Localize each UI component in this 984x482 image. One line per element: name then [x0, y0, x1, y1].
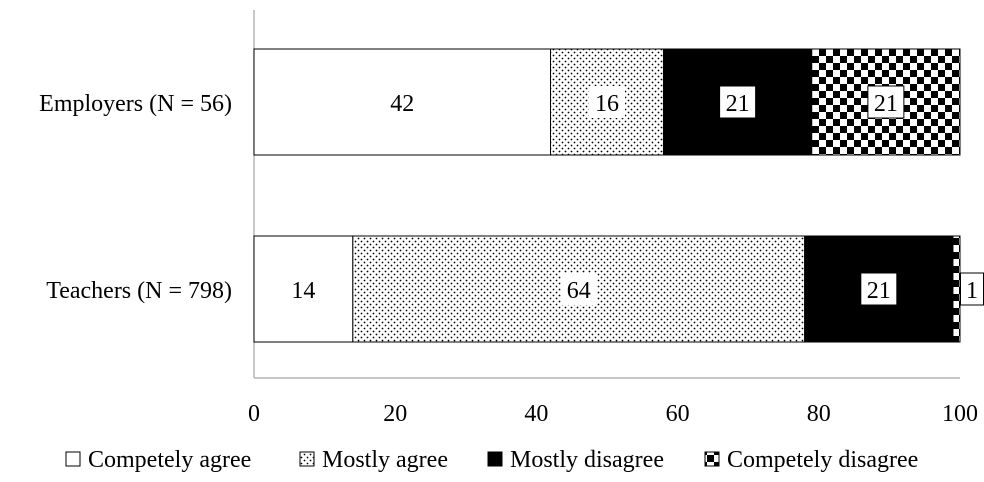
bar-segment: [952, 235, 961, 343]
data-label-box: [719, 85, 757, 119]
data-label: 14: [291, 278, 315, 304]
category-label: Employers (N = 56): [39, 91, 232, 117]
legend-label: Competely agree: [88, 447, 251, 473]
category-label: Teachers (N = 798): [46, 278, 232, 304]
data-label-box: [589, 86, 625, 118]
legend-swatch: [487, 451, 503, 467]
legend-swatch: [299, 451, 315, 467]
legend-swatch: [65, 451, 81, 467]
legend-label: Mostly disagree: [510, 447, 664, 473]
data-label-box: [860, 272, 898, 306]
bar-segment: [253, 48, 552, 156]
data-label: 21: [726, 91, 750, 117]
x-tick-label: 100: [942, 401, 978, 427]
data-label: 21: [867, 278, 891, 304]
data-label: 42: [390, 91, 414, 117]
data-label-box: [560, 273, 597, 305]
x-tick-label: 40: [524, 401, 548, 427]
x-tick-label: 0: [248, 401, 260, 427]
legend: Competely agree Mostly agree Mostly disagr…: [65, 447, 918, 473]
legend-label: Mostly agree: [322, 447, 448, 473]
data-label: 1: [966, 278, 978, 304]
x-tick-label: 60: [666, 401, 690, 427]
x-tick-label: 20: [383, 401, 407, 427]
legend-swatch: [704, 451, 720, 467]
data-label: 16: [595, 91, 619, 117]
x-tick-label: 80: [807, 401, 831, 427]
data-label-box: [867, 85, 905, 119]
tick-labels: Employers (N = 56) Teachers (N = 798) 0 20 4…: [39, 91, 978, 427]
data-labels: 42 16 21 21 14 64 21 1: [291, 85, 984, 306]
legend-label: Competely disagree: [727, 447, 918, 473]
data-label: 21: [874, 91, 898, 117]
bars: [253, 48, 961, 343]
data-label: 64: [567, 278, 591, 304]
